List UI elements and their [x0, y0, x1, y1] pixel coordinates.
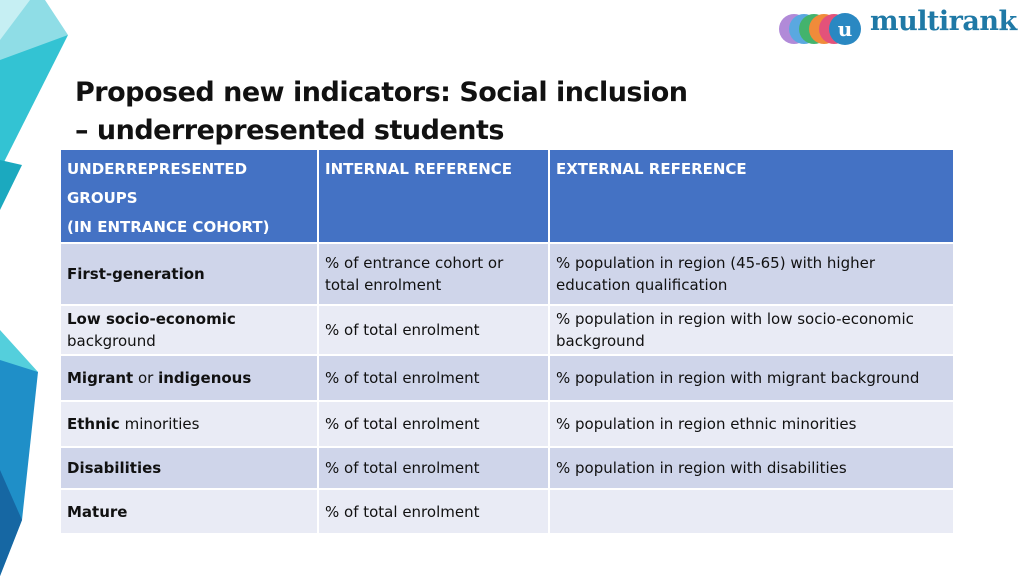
internal-cell: % of total enrolment [318, 488, 550, 533]
group-cell: Disabilities [61, 446, 319, 489]
title-line-2: – underrepresented students [75, 115, 504, 146]
group-mid: or [133, 369, 159, 387]
title-line-1: Proposed new indicators: Social inclusio… [75, 77, 688, 108]
group-bold: Disabilities [67, 459, 162, 477]
header-groups-line-2: (IN ENTRANCE COHORT) [67, 218, 270, 236]
internal-cell: % of total enrolment [318, 400, 550, 447]
group-bold: First-generation [67, 265, 205, 283]
group-bold-2: indigenous [158, 369, 252, 387]
table-row: Ethnic minorities % of total enrolment %… [61, 400, 955, 447]
external-cell: % population in region ethnic minorities [549, 400, 955, 447]
group-bold: Low socio-economic [67, 310, 236, 328]
group-cell: Ethnic minorities [61, 400, 319, 447]
logo-letter: u [838, 17, 853, 41]
group-bold: Ethnic [67, 415, 120, 433]
group-cell: First-generation [61, 242, 319, 305]
internal-cell: % of total enrolment [318, 446, 550, 489]
logo-circles-icon: u [779, 13, 861, 45]
logo-text: multirank [870, 6, 1017, 37]
group-rest: background [67, 332, 156, 350]
header-internal: INTERNAL REFERENCE [318, 150, 550, 243]
group-cell: Migrant or indigenous [61, 354, 319, 401]
table-row: First-generation % of entrance cohort or… [61, 242, 955, 305]
header-groups: UNDERREPRESENTED GROUPS (IN ENTRANCE COH… [61, 150, 319, 243]
group-rest: minorities [119, 415, 200, 433]
group-cell: Mature [61, 488, 319, 533]
header-groups-line-1: UNDERREPRESENTED GROUPS [67, 160, 248, 207]
external-cell: % population in region (45-65) with high… [549, 242, 955, 305]
internal-cell: % of total enrolment [318, 304, 550, 355]
indicators-table: UNDERREPRESENTED GROUPS (IN ENTRANCE COH… [61, 150, 955, 533]
header-external: EXTERNAL REFERENCE [549, 150, 955, 243]
internal-cell: % of entrance cohort or total enrolment [318, 242, 550, 305]
table-row: Low socio-economic background % of total … [61, 304, 955, 355]
external-cell: % population in region with disabilities [549, 446, 955, 489]
external-cell: % population in region with migrant back… [549, 354, 955, 401]
group-bold: Migrant [67, 369, 134, 387]
table-row: Migrant or indigenous % of total enrolme… [61, 354, 955, 401]
internal-cell: % of total enrolment [318, 354, 550, 401]
external-cell: % population in region with low socio-ec… [549, 304, 955, 355]
multirank-logo: u [778, 10, 1014, 48]
group-cell: Low socio-economic background [61, 304, 319, 355]
table-header-row: UNDERREPRESENTED GROUPS (IN ENTRANCE COH… [61, 150, 955, 243]
external-cell [549, 488, 955, 533]
page-title: Proposed new indicators: Social inclusio… [75, 74, 688, 150]
decorative-triangles [0, 0, 68, 576]
table-row: Disabilities % of total enrolment % popu… [61, 446, 955, 489]
table-row: Mature % of total enrolment [61, 488, 955, 533]
group-bold: Mature [67, 502, 128, 521]
